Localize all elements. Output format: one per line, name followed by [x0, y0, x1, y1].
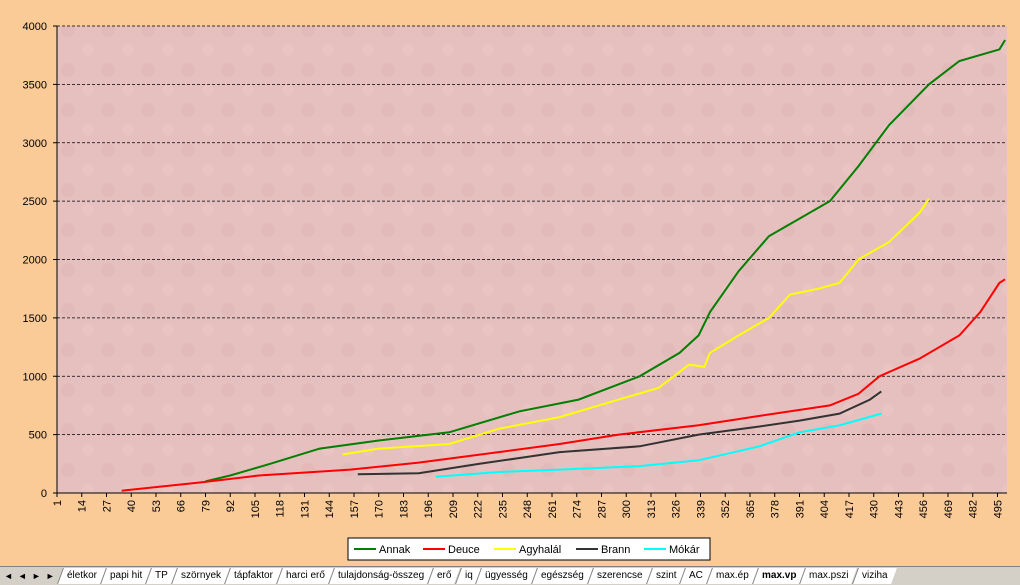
x-tick-label: 170 [374, 500, 386, 518]
x-tick-label: 430 [869, 500, 881, 518]
y-tick-label: 3500 [23, 79, 47, 91]
x-tick-label: 417 [844, 500, 856, 518]
y-tick-label: 2000 [23, 255, 47, 267]
sheet-tab-label: harci erő [285, 570, 325, 581]
sheet-tab-label: tápfaktor [234, 570, 273, 581]
x-tick-label: 144 [324, 500, 336, 518]
sheet-tab-label: max.ép [715, 570, 749, 581]
sheet-tab[interactable]: max.ép [706, 568, 758, 584]
x-tick-label: 456 [918, 500, 930, 518]
sheet-tab[interactable]: egészség [531, 568, 593, 584]
sheet-tab-label: szörnyek [181, 570, 222, 581]
x-tick-label: 404 [819, 500, 831, 518]
x-tick-label: 118 [275, 500, 287, 518]
sheet-tab[interactable]: max.pszi [799, 568, 858, 584]
sheet-tab-label: iq [464, 570, 473, 581]
x-tick-label: 209 [448, 500, 460, 518]
x-tick-label: 183 [398, 500, 410, 518]
x-tick-label: 53 [151, 500, 163, 512]
legend-label: Deuce [448, 544, 480, 556]
series-line [342, 198, 930, 456]
legend-label: Annak [379, 544, 411, 556]
legend-box [347, 537, 711, 561]
sheet-tab-label: max.pszi [809, 570, 849, 581]
x-tick-label: 313 [646, 500, 658, 518]
sheet-tab[interactable]: viziha [851, 568, 897, 584]
series-line [121, 278, 1006, 492]
sheet-tab[interactable]: papi hit [100, 568, 152, 584]
x-tick-label: 222 [473, 500, 485, 518]
x-tick-label: 352 [720, 500, 732, 518]
series-line [205, 39, 1006, 483]
sheet-tab-label: viziha [861, 570, 888, 581]
tab-nav[interactable]: ◄◄►► [4, 571, 60, 581]
sheet-tab-label: életkor [67, 570, 98, 581]
x-tick-label: 287 [596, 500, 608, 518]
sheet-tab-label: max.vp [761, 570, 797, 581]
legend-label: Mókár [669, 544, 700, 556]
x-tick-label: 469 [943, 500, 955, 518]
x-tick-label: 131 [299, 500, 311, 518]
sheet-tab-label: erő [437, 570, 452, 581]
x-tick-label: 378 [770, 500, 782, 518]
sheet-tab-label: ügyesség [485, 570, 529, 581]
y-tick-label: 1500 [23, 313, 47, 325]
x-tick-label: 482 [968, 500, 980, 518]
y-tick-label: 1000 [23, 371, 47, 383]
sheet-tab-label: papi hit [110, 570, 143, 581]
x-tick-label: 339 [695, 500, 707, 518]
x-tick-label: 196 [423, 500, 435, 518]
x-tick-label: 66 [176, 500, 188, 512]
x-tick-label: 300 [621, 500, 633, 518]
sheet-tab-label: TP [155, 570, 169, 581]
sheet-tab[interactable]: szörnyek [171, 568, 230, 584]
y-tick-label: 3000 [23, 138, 47, 150]
x-tick-label: 326 [671, 500, 683, 518]
y-tick-label: 0 [41, 488, 47, 500]
x-tick-label: 79 [200, 500, 212, 512]
x-tick-label: 14 [77, 500, 89, 512]
sheet-tab[interactable]: harci erő [276, 568, 334, 584]
x-tick-label: 443 [893, 500, 905, 518]
sheet-tab[interactable]: ügyesség [475, 568, 538, 584]
sheet-tab[interactable]: szerencse [587, 568, 652, 584]
legend-label: Agyhalál [519, 544, 561, 556]
x-tick-label: 274 [572, 500, 584, 518]
x-tick-label: 105 [250, 500, 262, 518]
x-tick-label: 157 [349, 500, 361, 518]
x-tick-label: 235 [497, 500, 509, 518]
sheet-tab[interactable]: tulajdonság-összeg [327, 568, 433, 584]
x-tick-label: 365 [745, 500, 757, 518]
sheet-tab-label: AC [689, 570, 703, 581]
sheet-tab[interactable]: max.vp [751, 568, 806, 584]
y-tick-label: 2500 [23, 196, 47, 208]
sheet-tab-label: egészség [541, 570, 584, 581]
x-tick-label: 27 [101, 500, 113, 512]
y-tick-label: 4000 [23, 21, 47, 33]
sheet-tab-label: szerencse [596, 570, 643, 581]
sheet-tab[interactable]: tápfaktor [224, 568, 282, 584]
sheet-tab-label: szint [655, 570, 677, 581]
sheet-tab-label: tulajdonság-összeg [337, 570, 425, 581]
x-tick-label: 92 [225, 500, 237, 512]
y-tick-label: 500 [29, 430, 47, 442]
sheet-tabs: ◄◄►► életkor papi hit TP szörnyek tápfaktor ha… [0, 566, 1020, 585]
x-tick-label: 248 [522, 500, 534, 518]
x-tick-label: 391 [794, 500, 806, 518]
x-tick-label: 1 [52, 500, 64, 506]
legend-label: Brann [601, 544, 630, 556]
x-tick-label: 261 [547, 500, 559, 518]
series-line [357, 390, 882, 476]
chart: 0 500 1000 1500 2000 2500 3000 3500 4000 1 14 27 40 5… [0, 0, 1020, 566]
series-line [435, 412, 882, 478]
x-tick-label: 495 [992, 500, 1004, 518]
x-tick-label: 40 [126, 500, 138, 512]
sheet-tab[interactable]: életkor [57, 568, 106, 584]
